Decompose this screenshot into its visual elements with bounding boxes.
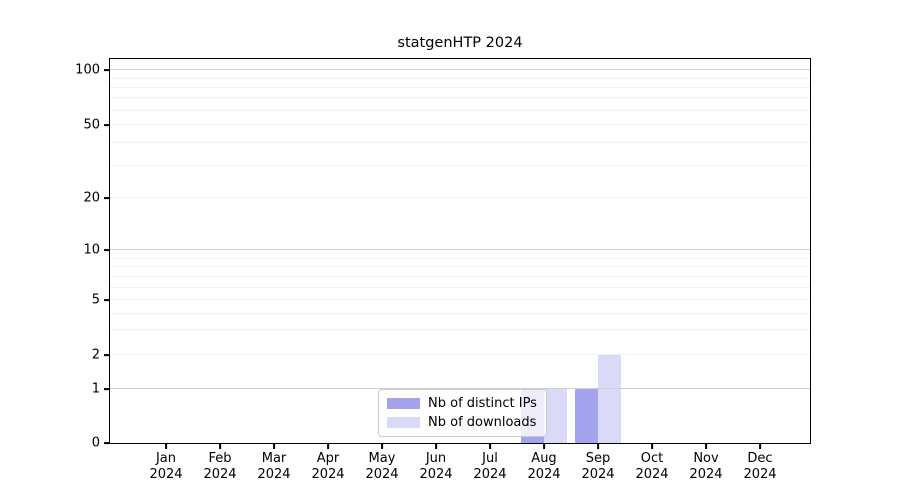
x-tick-label-9: Oct 2024 <box>635 451 668 483</box>
x-tick-year: 2024 <box>203 467 237 482</box>
x-tick-label-11: Dec 2024 <box>743 451 776 483</box>
major-gridline-100 <box>110 69 810 70</box>
x-tick-label-2: Mar 2024 <box>257 451 290 483</box>
x-tick-year: 2024 <box>365 467 399 482</box>
x-tick-month: Jul <box>482 451 498 466</box>
x-tick-6 <box>489 443 491 449</box>
legend: Nb of distinct IPs Nb of downloads <box>378 389 547 437</box>
y-tick-label-10: 10 <box>83 242 100 258</box>
y-tick-0 <box>104 442 110 444</box>
bar-downloads-sep <box>598 355 621 443</box>
minor-gridline-2 <box>110 354 810 355</box>
x-tick-year: 2024 <box>257 467 291 482</box>
legend-label-downloads: Nb of downloads <box>428 415 537 430</box>
major-gridline-1 <box>110 388 810 389</box>
legend-row-distinct-ips: Nb of distinct IPs <box>387 396 537 411</box>
x-tick-year: 2024 <box>635 467 669 482</box>
minor-gridline-90 <box>110 78 810 79</box>
x-tick-8 <box>597 443 599 449</box>
x-tick-label-10: Nov 2024 <box>689 451 722 483</box>
x-tick-year: 2024 <box>743 467 777 482</box>
legend-swatch-distinct-ips-icon <box>387 398 420 409</box>
y-tick-label-20: 20 <box>83 190 100 206</box>
minor-gridline-40 <box>110 142 810 143</box>
x-tick-9 <box>651 443 653 449</box>
y-tick-label-100: 100 <box>75 62 100 78</box>
x-tick-month: Dec <box>747 451 773 466</box>
x-tick-month: Nov <box>693 451 719 466</box>
minor-gridline-9 <box>110 258 810 259</box>
x-tick-month: Jan <box>155 451 177 466</box>
x-tick-11 <box>759 443 761 449</box>
x-tick-month: Sep <box>585 451 611 466</box>
x-tick-year: 2024 <box>149 467 183 482</box>
x-tick-year: 2024 <box>689 467 723 482</box>
x-tick-label-7: Aug 2024 <box>527 451 560 483</box>
plot-area: 0 1 2 5 10 20 50 100 Jan 2024 Feb 2024 Mar 2024 Apr 20… <box>75 58 811 482</box>
x-tick-month: Mar <box>261 451 287 466</box>
x-tick-label-6: Jul 2024 <box>473 451 506 483</box>
y-tick-20 <box>104 197 110 199</box>
y-tick-label-0: 0 <box>91 435 100 451</box>
minor-gridline-80 <box>110 87 810 88</box>
x-tick-10 <box>705 443 707 449</box>
x-tick-4 <box>381 443 383 449</box>
y-tick-100 <box>104 69 110 71</box>
bar-downloads-aug <box>544 389 567 443</box>
x-tick-year: 2024 <box>419 467 453 482</box>
legend-row-downloads: Nb of downloads <box>387 415 537 430</box>
legend-swatch-downloads-icon <box>387 417 420 428</box>
minor-gridline-8 <box>110 266 810 267</box>
x-tick-month: Jun <box>425 451 447 466</box>
minor-gridline-5 <box>110 299 810 300</box>
minor-gridline-50 <box>110 124 810 125</box>
y-tick-50 <box>104 124 110 126</box>
y-tick-1 <box>104 388 110 390</box>
minor-gridline-70 <box>110 97 810 98</box>
y-tick-label-50: 50 <box>83 117 100 133</box>
plot-border <box>109 58 811 444</box>
minor-gridline-4 <box>110 313 810 314</box>
x-tick-label-0: Jan 2024 <box>149 451 182 483</box>
x-tick-5 <box>435 443 437 449</box>
x-tick-7 <box>543 443 545 449</box>
y-tick-2 <box>104 354 110 356</box>
minor-gridline-6 <box>110 287 810 288</box>
bar-distinct-ips-sep <box>575 389 598 443</box>
x-tick-3 <box>327 443 329 449</box>
x-tick-label-5: Jun 2024 <box>419 451 452 483</box>
minor-gridline-30 <box>110 165 810 166</box>
x-tick-month: Aug <box>531 451 557 466</box>
y-tick-label-5: 5 <box>91 292 100 308</box>
y-tick-10 <box>104 249 110 251</box>
x-tick-label-1: Feb 2024 <box>203 451 236 483</box>
legend-label-distinct-ips: Nb of distinct IPs <box>428 396 537 411</box>
x-tick-label-4: May 2024 <box>365 451 398 483</box>
x-tick-month: May <box>368 451 396 466</box>
major-gridline-10 <box>110 249 810 250</box>
x-tick-month: Apr <box>316 451 340 466</box>
x-tick-label-3: Apr 2024 <box>311 451 344 483</box>
x-tick-month: Feb <box>208 451 232 466</box>
x-tick-year: 2024 <box>473 467 507 482</box>
minor-gridline-3 <box>110 329 810 330</box>
x-tick-month: Oct <box>640 451 664 466</box>
x-tick-2 <box>273 443 275 449</box>
chart-title: statgenHTP 2024 <box>397 35 523 51</box>
minor-gridline-20 <box>110 197 810 198</box>
y-tick-label-2: 2 <box>91 347 100 363</box>
y-tick-label-1: 1 <box>91 381 100 397</box>
x-tick-0 <box>165 443 167 449</box>
x-tick-label-8: Sep 2024 <box>581 451 614 483</box>
minor-gridline-60 <box>110 110 810 111</box>
y-tick-5 <box>104 299 110 301</box>
x-tick-year: 2024 <box>581 467 615 482</box>
x-tick-year: 2024 <box>311 467 345 482</box>
x-tick-year: 2024 <box>527 467 561 482</box>
minor-gridline-7 <box>110 276 810 277</box>
x-tick-1 <box>219 443 221 449</box>
